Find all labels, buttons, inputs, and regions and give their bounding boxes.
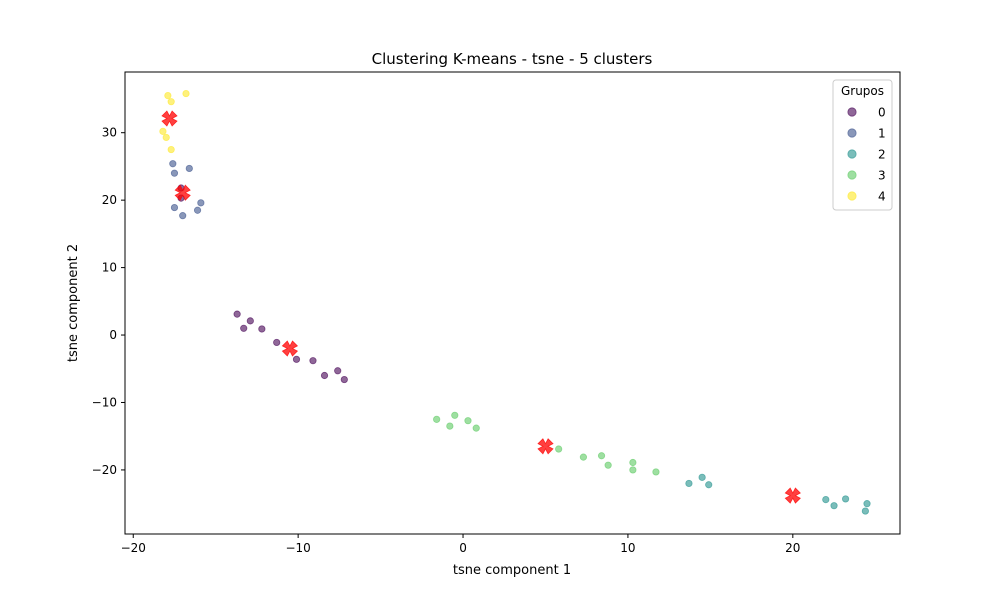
- data-point: [597, 452, 606, 460]
- data-point: [433, 415, 441, 423]
- centroid-marker: [161, 110, 178, 127]
- data-point: [861, 507, 869, 515]
- data-point: [273, 338, 281, 347]
- legend-label: 3: [878, 169, 886, 183]
- data-point: [629, 458, 637, 467]
- data-point: [340, 375, 348, 384]
- series-1: [169, 160, 205, 220]
- legend-marker: [847, 170, 857, 180]
- data-point: [185, 164, 193, 173]
- centroid-marker: [537, 438, 554, 455]
- data-point: [233, 310, 241, 318]
- data-point: [162, 133, 170, 142]
- data-point: [309, 357, 317, 365]
- y-tick-label: 10: [102, 261, 117, 275]
- data-point: [159, 127, 167, 135]
- x-tick-label: −20: [121, 541, 146, 555]
- x-axis: −20 −10 0 10 20: [121, 534, 800, 555]
- legend-label: 4: [878, 190, 886, 204]
- legend-title: Grupos: [841, 84, 884, 98]
- data-point: [193, 206, 202, 214]
- data-point: [240, 324, 248, 332]
- data-point: [604, 461, 612, 469]
- data-point: [164, 92, 172, 100]
- plot-frame: [124, 71, 901, 535]
- centroid-marker: [281, 340, 299, 357]
- data-point: [334, 367, 342, 375]
- data-point: [629, 466, 637, 474]
- data-point: [841, 495, 850, 503]
- data-point: [579, 453, 588, 461]
- legend-item: 4: [847, 190, 886, 204]
- data-point: [258, 325, 266, 333]
- data-point: [169, 160, 177, 168]
- data-point: [652, 468, 660, 476]
- legend-label: 0: [878, 106, 886, 120]
- legend: Grupos 0 1 2 3 4: [832, 79, 893, 211]
- data-point: [167, 145, 175, 154]
- data-point: [292, 355, 301, 363]
- data-point: [320, 371, 329, 380]
- x-tick-label: 10: [620, 541, 635, 555]
- series-4: [159, 89, 190, 154]
- data-point: [698, 473, 706, 481]
- y-tick-label: −10: [92, 395, 117, 409]
- data-point: [451, 411, 459, 419]
- legend-marker: [847, 128, 857, 138]
- data-point: [167, 98, 175, 106]
- data-point: [863, 500, 871, 508]
- y-tick-label: 30: [102, 126, 117, 140]
- data-point: [170, 203, 179, 212]
- series-0: [177, 184, 348, 384]
- chart-title: Clustering K-means - tsne - 5 clusters: [372, 50, 653, 68]
- legend-marker: [847, 191, 857, 201]
- data-point: [446, 422, 454, 430]
- data-point: [170, 169, 179, 177]
- data-point: [179, 212, 187, 220]
- legend-label: 2: [878, 148, 886, 162]
- legend-item: 0: [847, 106, 886, 120]
- y-tick-label: 0: [109, 328, 117, 342]
- y-tick-label: 20: [102, 193, 117, 207]
- data-point: [197, 199, 205, 207]
- plot-area: [159, 89, 871, 515]
- data-point: [822, 496, 830, 504]
- data-point: [464, 417, 472, 425]
- legend-label: 1: [878, 127, 886, 141]
- x-tick-label: 20: [785, 541, 800, 555]
- data-point: [472, 424, 480, 432]
- series-2: [685, 473, 871, 515]
- legend-item: 3: [847, 169, 886, 183]
- legend-item: 2: [847, 148, 886, 162]
- data-point: [705, 481, 713, 489]
- x-axis-label: tsne component 1: [453, 563, 571, 578]
- y-tick-label: −20: [92, 463, 117, 477]
- legend-marker: [847, 149, 857, 159]
- legend-item: 1: [847, 127, 886, 141]
- x-tick-label: 0: [459, 541, 467, 555]
- series-3: [433, 411, 660, 476]
- centroid-marker: [174, 184, 191, 201]
- data-point: [555, 445, 563, 453]
- y-axis-label: tsne component 2: [66, 244, 81, 362]
- x-tick-label: −10: [285, 541, 310, 555]
- legend-marker: [847, 107, 857, 117]
- y-axis: −20 −10 0 10 20 30: [92, 126, 125, 477]
- data-point: [685, 479, 693, 488]
- data-point: [246, 317, 254, 325]
- centroid-marker: [784, 487, 801, 504]
- centroids: [161, 110, 801, 504]
- data-point: [182, 89, 190, 98]
- data-point: [830, 502, 838, 510]
